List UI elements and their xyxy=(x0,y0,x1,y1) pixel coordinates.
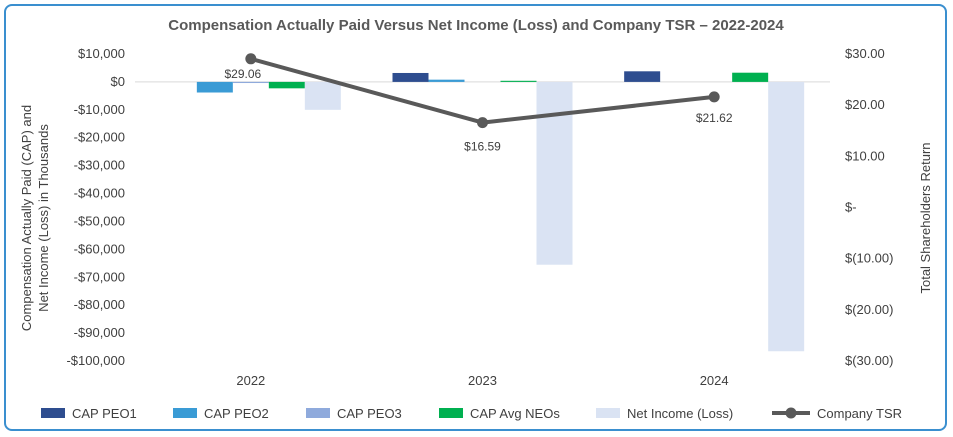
bar-cap-peo2-2022 xyxy=(196,81,233,93)
legend-label: Company TSR xyxy=(817,406,902,421)
y-tick-label: -$20,000 xyxy=(74,130,125,145)
y2-tick-label: $30.00 xyxy=(845,46,885,61)
legend-label: CAP PEO3 xyxy=(337,406,402,421)
tsr-line: $29.06 $16.59 $21.62 xyxy=(224,53,733,154)
legend-swatch xyxy=(306,408,330,418)
y-tick-label: -$30,000 xyxy=(74,158,125,173)
y-tick-label: -$100,000 xyxy=(66,353,125,368)
y-tick-label: -$10,000 xyxy=(74,102,125,117)
x-tick-label: 2022 xyxy=(236,373,265,388)
x-tick-label: 2024 xyxy=(700,373,729,388)
y-tick-label: -$50,000 xyxy=(74,213,125,228)
tsr-point-2023 xyxy=(477,117,488,129)
bar-cap-peo1-2024 xyxy=(624,71,661,82)
y2-axis-ticks: $30.00 $20.00 $10.00 $- $(10.00) $(20.00) $(30… xyxy=(845,46,893,368)
legend-swatch xyxy=(173,408,197,418)
y2-tick-label: $(10.00) xyxy=(845,251,893,266)
y-axis-label-line2: Net Income (Loss) in Thousands xyxy=(36,124,51,312)
tsr-point-2024 xyxy=(708,91,720,103)
bar-net-income-loss-2023 xyxy=(536,81,573,265)
bar-cap-avg-neos-2023 xyxy=(500,80,537,82)
y-tick-label: $10,000 xyxy=(78,46,125,61)
bar-net-income-loss-2022 xyxy=(304,81,341,110)
tsr-data-label-2024: $21.62 xyxy=(696,111,733,125)
tsr-data-label-2023: $16.59 xyxy=(464,140,501,154)
chart-title: Compensation Actually Paid Versus Net In… xyxy=(168,17,784,34)
y-tick-label: -$40,000 xyxy=(74,186,125,201)
y-tick-label: -$70,000 xyxy=(74,269,125,284)
y-axis-ticks: $10,000 $0 -$10,000 -$20,000 -$30,000 -$40,00… xyxy=(66,46,125,368)
y-axis-label-line1: Compensation Actually Paid (CAP) and xyxy=(19,105,34,331)
legend-label: Net Income (Loss) xyxy=(627,406,733,421)
tsr-data-label-2022: $29.06 xyxy=(224,67,261,81)
bar-cap-peo2-2023 xyxy=(428,79,465,82)
y2-tick-label: $20.00 xyxy=(845,97,885,112)
y2-tick-label: $(20.00) xyxy=(845,302,893,317)
y2-tick-label: $- xyxy=(845,200,857,215)
legend: CAP PEO1 CAP PEO2 CAP PEO3 CAP Avg NEOs Net … xyxy=(41,406,902,421)
bar-cap-peo3-2022 xyxy=(232,81,269,84)
x-tick-label: 2023 xyxy=(468,373,497,388)
y-tick-label: -$60,000 xyxy=(74,241,125,256)
legend-swatch xyxy=(596,408,620,418)
y-tick-label: -$90,000 xyxy=(74,325,125,340)
bar-cap-peo1-2023 xyxy=(392,72,429,82)
legend-label: CAP PEO1 xyxy=(72,406,137,421)
bar-cap-avg-neos-2022 xyxy=(268,81,305,89)
bar-cap-avg-neos-2024 xyxy=(732,72,769,82)
legend-swatch xyxy=(41,408,65,418)
y-tick-label: $0 xyxy=(111,74,125,89)
tsr-point-2022 xyxy=(245,53,257,65)
legend-swatch xyxy=(439,408,463,418)
y2-tick-label: $10.00 xyxy=(845,148,885,163)
bar-net-income-loss-2024 xyxy=(768,81,805,352)
legend-label: CAP PEO2 xyxy=(204,406,269,421)
legend-line-marker xyxy=(785,407,797,419)
legend-label: CAP Avg NEOs xyxy=(470,406,560,421)
y2-axis-label: Total Shareholders Return xyxy=(918,142,933,293)
y-tick-label: -$80,000 xyxy=(74,297,125,312)
y2-tick-label: $(30.00) xyxy=(845,353,893,368)
x-axis-ticks: 2022 2023 2024 xyxy=(236,373,728,388)
